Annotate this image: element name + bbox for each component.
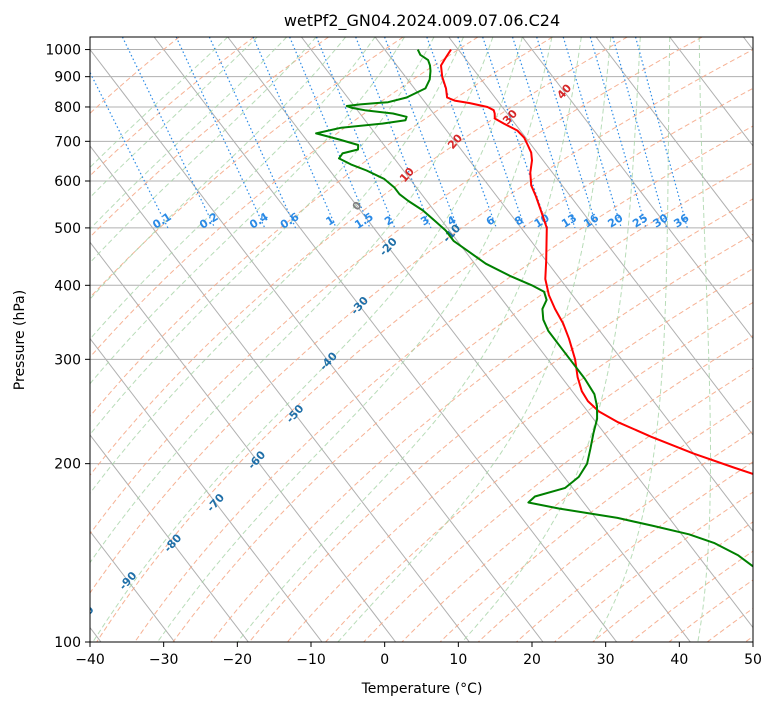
isotherm-line [90,145,470,642]
dry-adiabat-line [90,37,628,477]
y-tick-label: 700 [54,134,81,150]
dry-adiabat-line [90,37,553,418]
y-tick-label: 300 [54,352,81,368]
y-tick-label: 500 [54,221,81,237]
isotherm-line [522,37,753,340]
isotherm-line [227,37,691,642]
y-tick-label: 800 [54,100,81,116]
dry-adiabat-line [134,125,753,642]
dry-adiabat-line [516,461,753,642]
mixing-ratio-line [175,37,266,229]
moist-adiabat-line [90,37,346,300]
x-tick-label: −20 [223,652,253,668]
y-tick-label: 600 [54,174,81,190]
dry-adiabat-line [90,37,404,299]
dry-adiabat-line [90,37,703,535]
mixing-ratio-line [634,37,688,229]
y-tick-label: 100 [54,635,81,651]
isotherm-line [153,37,618,642]
dry-adiabat-line [90,48,753,594]
x-tick-label: 20 [523,652,541,668]
plot-frame [89,36,754,643]
plot-background [90,37,753,642]
moist-adiabat-line [92,37,523,642]
isotherm-line [374,37,753,533]
x-tick-label: 10 [449,652,467,668]
x-tick-label: 30 [597,652,615,668]
dry-adiabat-line [210,198,753,642]
mixing-ratio-line [562,37,622,229]
x-axis-label: Temperature (°C) [361,681,483,697]
y-axis: 100 200 300 400 500 600 700 800 900 1000 [45,43,90,651]
isotherm-line [90,48,544,642]
x-tick-label: 50 [744,652,762,668]
dry-adiabat-line [248,233,753,642]
dry-adiabat-line [363,334,753,642]
moist-adiabat-line [90,37,376,340]
dry-adiabat-line [96,87,753,642]
chart-title: wetPf2_GN04.2024.009.07.06.C24 [284,11,560,31]
profile-lines [315,49,753,568]
moist-adiabat-line [90,37,464,495]
mixing-ratio-line [208,37,297,229]
moist-adiabat-line [90,37,494,564]
plot-area [90,37,753,642]
isotherm-line [669,37,753,147]
isotherm-line [90,337,323,642]
x-tick-label: −30 [149,652,179,668]
isotherm-line [90,530,176,642]
dry-adiabat-line [439,399,753,642]
moist-adiabat-line [461,37,641,642]
mixing-ratio-line [457,37,526,229]
temperature-profile-line [440,49,753,475]
dewpoint-profile-line [315,49,753,568]
moist-adiabat-line [90,37,435,436]
mixing-ratio-line [289,37,371,229]
x-tick-label: 40 [670,652,688,668]
x-tick-label: −10 [296,652,326,668]
isotherm-line [90,241,397,642]
mixing-ratio-line [589,37,647,229]
moist-adiabat-line [90,37,405,385]
isotherm-line [90,434,249,642]
mixing-ratio-line [121,37,216,229]
y-tick-label: 400 [54,278,81,294]
mixing-ratio-line [612,37,668,229]
isotherm-line [595,37,753,244]
moist-adiabat-line [337,37,612,642]
x-axis: −40 −30 −20 −10 0 10 20 30 40 50 [75,642,762,668]
y-tick-label: 900 [54,70,81,86]
moist-adiabat-line [157,37,553,642]
moist-adiabat-line [90,37,258,199]
x-tick-label: 0 [380,652,389,668]
isotherm-line [301,37,753,629]
moist-adiabat-line [90,37,288,230]
dry-adiabat-line [287,268,753,642]
mixing-ratio-line [511,37,576,229]
mixing-ratio-line [536,37,598,229]
isotherm-line [448,37,753,436]
mixing-ratio-line [252,37,337,229]
y-tick-label: 1000 [45,43,81,59]
y-axis-label: Pressure (hPa) [12,290,28,390]
mixing-ratio-line [426,37,497,229]
x-tick-label: −40 [75,652,105,668]
dry-adiabat-line [592,521,753,642]
plot-background-rect [90,37,753,642]
moist-adiabat-line [593,37,671,642]
y-tick-label: 200 [54,457,81,473]
dry-adiabat-line [172,162,753,642]
moist-adiabat-line [237,37,582,642]
moist-adiabat-line [90,37,229,169]
